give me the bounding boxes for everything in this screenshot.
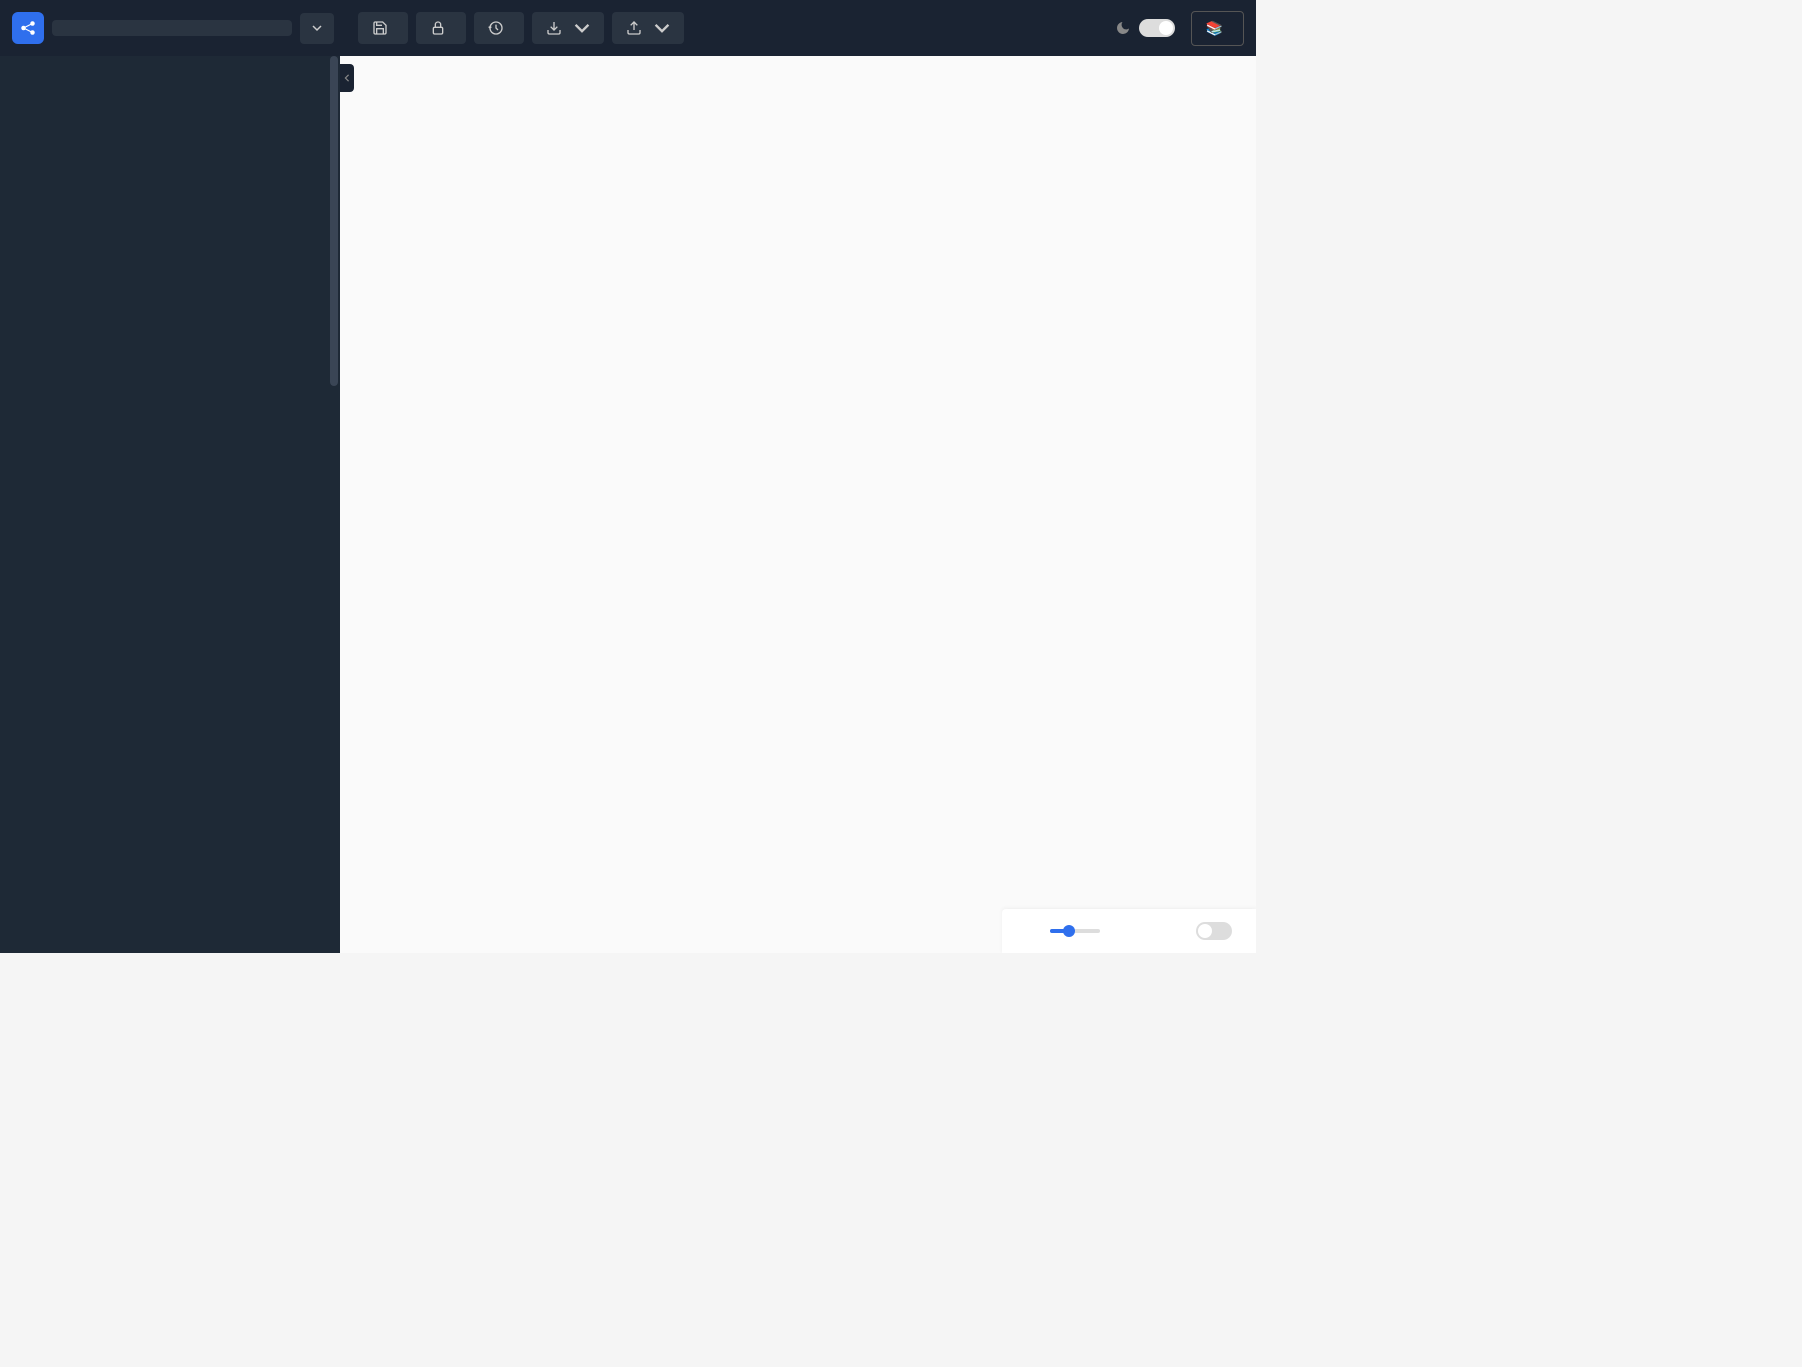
main-container — [0, 56, 1256, 953]
save-button[interactable] — [358, 12, 408, 44]
diagram-canvas[interactable] — [340, 56, 1256, 953]
highlight-toggle[interactable] — [1196, 922, 1232, 940]
zoom-slider[interactable] — [1050, 929, 1100, 933]
import-button[interactable] — [612, 12, 684, 44]
topbar: 📚 — [0, 0, 1256, 56]
editor-scrollbar[interactable] — [330, 56, 338, 386]
logo[interactable] — [12, 12, 44, 44]
project-name-field[interactable] — [52, 20, 292, 36]
export-button[interactable] — [532, 12, 604, 44]
collapse-editor-handle[interactable] — [340, 64, 354, 92]
theme-toggle[interactable] — [1107, 19, 1183, 37]
bottom-bar — [1002, 909, 1256, 953]
code-editor[interactable] — [0, 56, 340, 953]
project-dropdown[interactable] — [300, 13, 334, 44]
history-button[interactable] — [474, 12, 524, 44]
share-button[interactable] — [416, 12, 466, 44]
book-icon: 📚 — [1206, 20, 1223, 37]
theme-switch[interactable] — [1139, 19, 1175, 37]
moon-icon — [1115, 20, 1131, 36]
guidebook-button[interactable]: 📚 — [1191, 11, 1244, 46]
